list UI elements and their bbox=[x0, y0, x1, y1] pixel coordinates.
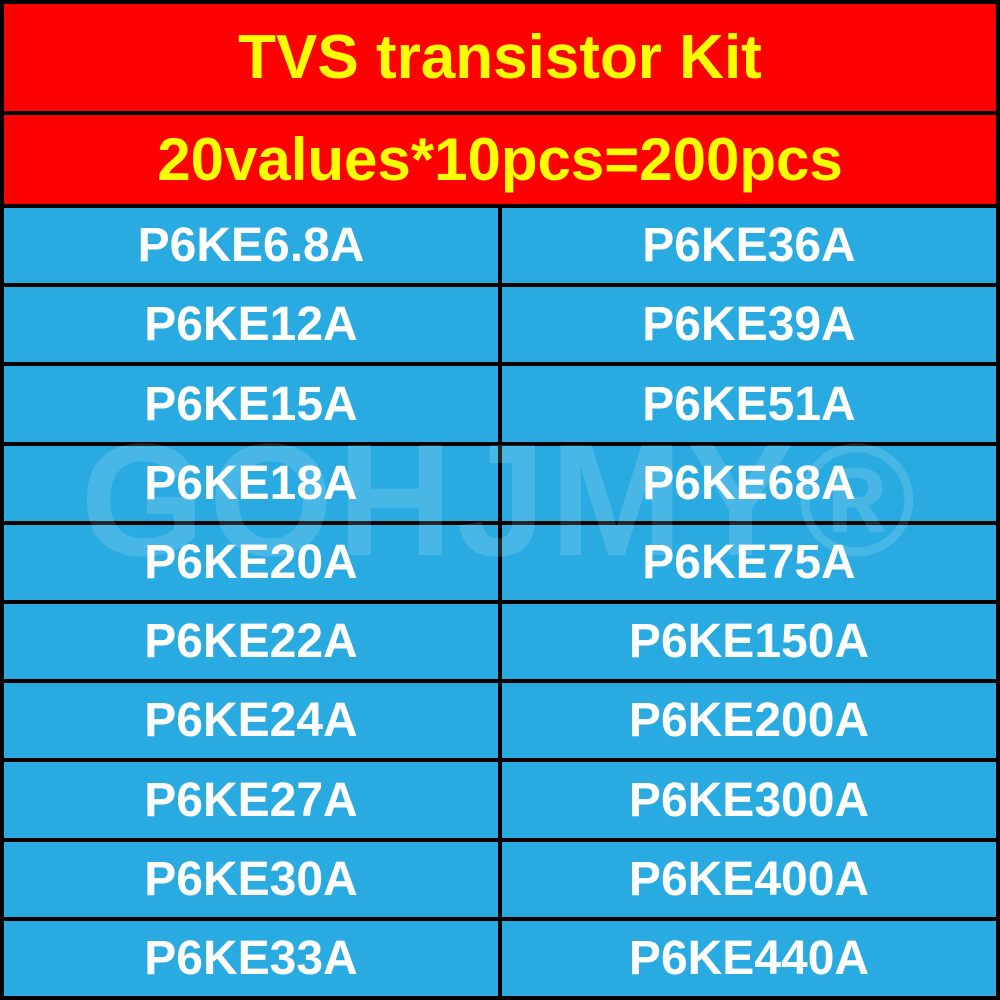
table-row: P6KE6.8A P6KE36A bbox=[4, 208, 996, 287]
part-cell: P6KE200A bbox=[502, 683, 996, 758]
part-cell: P6KE68A bbox=[502, 446, 996, 521]
part-cell: P6KE6.8A bbox=[4, 208, 502, 283]
table-row: P6KE20A P6KE75A bbox=[4, 525, 996, 604]
parts-table: P6KE6.8A P6KE36A P6KE12A P6KE39A P6KE15A… bbox=[4, 208, 996, 996]
part-cell: P6KE150A bbox=[502, 604, 996, 679]
part-cell: P6KE440A bbox=[502, 921, 996, 996]
part-cell: P6KE20A bbox=[4, 525, 502, 600]
part-cell: P6KE51A bbox=[502, 366, 996, 441]
part-cell: P6KE15A bbox=[4, 366, 502, 441]
part-cell: P6KE24A bbox=[4, 683, 502, 758]
part-cell: P6KE75A bbox=[502, 525, 996, 600]
kit-subtitle: 20values*10pcs=200pcs bbox=[4, 115, 996, 208]
table-row: P6KE18A P6KE68A bbox=[4, 446, 996, 525]
table-row: P6KE15A P6KE51A bbox=[4, 366, 996, 445]
part-cell: P6KE400A bbox=[502, 842, 996, 917]
part-cell: P6KE39A bbox=[502, 287, 996, 362]
table-row: P6KE33A P6KE440A bbox=[4, 921, 996, 996]
part-cell: P6KE12A bbox=[4, 287, 502, 362]
part-cell: P6KE18A bbox=[4, 446, 502, 521]
table-row: P6KE12A P6KE39A bbox=[4, 287, 996, 366]
part-cell: P6KE300A bbox=[502, 762, 996, 837]
part-cell: P6KE27A bbox=[4, 762, 502, 837]
table-row: P6KE24A P6KE200A bbox=[4, 683, 996, 762]
part-cell: P6KE33A bbox=[4, 921, 502, 996]
part-cell: P6KE22A bbox=[4, 604, 502, 679]
kit-title: TVS transistor Kit bbox=[4, 4, 996, 115]
table-row: P6KE22A P6KE150A bbox=[4, 604, 996, 683]
part-cell: P6KE30A bbox=[4, 842, 502, 917]
table-row: P6KE30A P6KE400A bbox=[4, 842, 996, 921]
part-cell: P6KE36A bbox=[502, 208, 996, 283]
product-table-container: TVS transistor Kit 20values*10pcs=200pcs… bbox=[0, 0, 1000, 1000]
table-row: P6KE27A P6KE300A bbox=[4, 762, 996, 841]
